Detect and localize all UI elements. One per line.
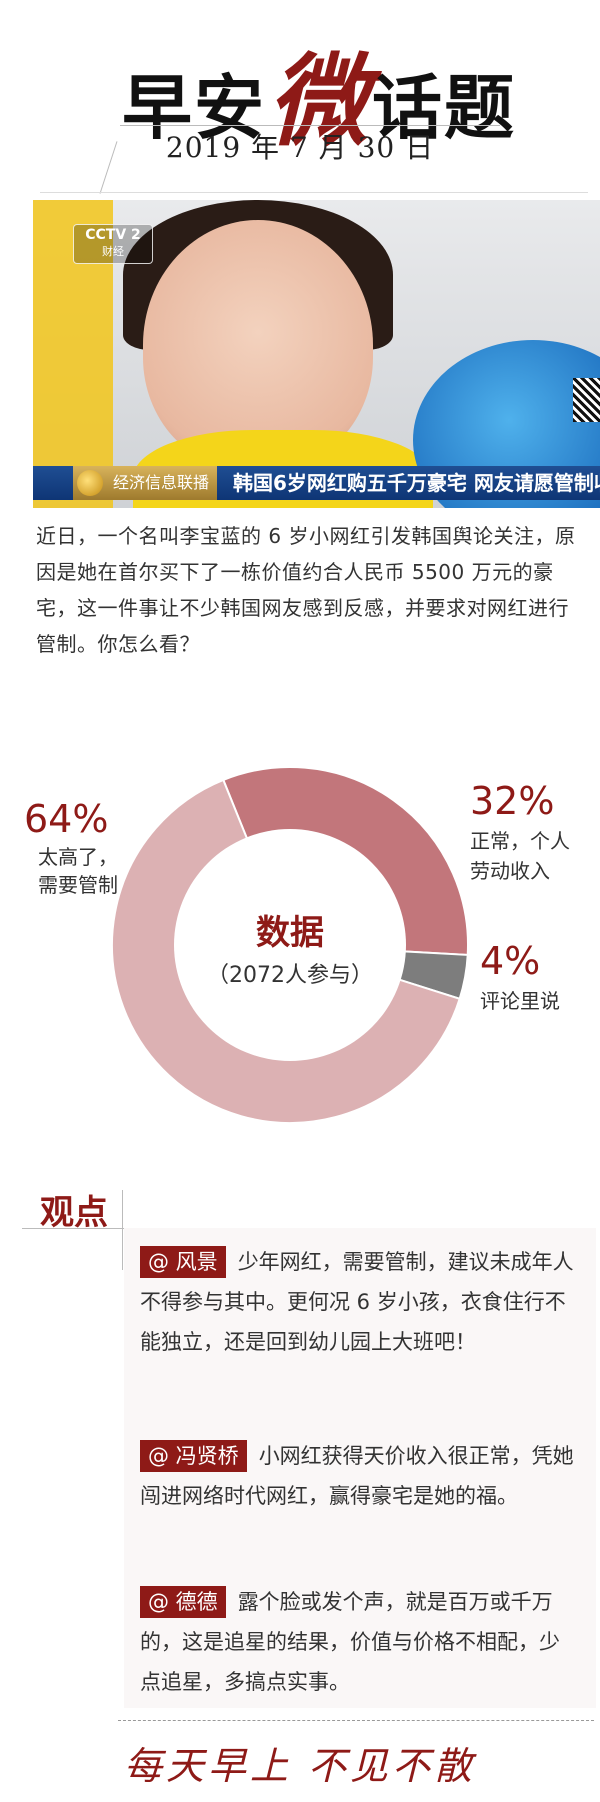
- divider: [22, 1228, 126, 1229]
- cctv-logo-sub: 财经: [102, 245, 124, 258]
- slice-label-32-line1: 正常，个人: [470, 829, 570, 853]
- slice-label-32-line2: 劳动收入: [470, 859, 550, 883]
- date-label: 2019 年 7 月 30 日: [165, 131, 435, 164]
- opinion-item: @ 风景 少年网红，需要管制，建议未成年人不得参与其中。更何况 6 岁小孩，衣食住…: [140, 1242, 580, 1362]
- opinion-author: @ 德德: [140, 1586, 226, 1618]
- title-right: 话题: [372, 66, 516, 149]
- title-left: 早安: [122, 66, 266, 149]
- slice-percent-32: 32%: [470, 779, 554, 823]
- donut-chart: 数据 （2072人参与） 64% 太高了， 需要管制 32% 正常，个人 劳动收…: [24, 766, 570, 1124]
- cctv-logo: CCTV 2 财经: [73, 224, 153, 264]
- caption-text: 韩国6岁网红购五千万豪宅 网友请愿管制收入: [233, 471, 600, 495]
- opinions-panel: @ 风景 少年网红，需要管制，建议未成年人不得参与其中。更何况 6 岁小孩，衣食住…: [124, 1228, 596, 1708]
- slice-label-4: 评论里说: [480, 989, 560, 1013]
- opinion-author: @ 风景: [140, 1246, 226, 1278]
- slice-label-64-line1: 太高了，: [38, 845, 118, 869]
- footer-slogan: 每天早上 不见不散: [123, 1744, 477, 1788]
- caption-tag: 经济信息联播: [73, 466, 218, 500]
- divider: [40, 192, 588, 193]
- page-title: 早安 微 话题: [0, 10, 600, 160]
- qr-code-icon: [573, 378, 600, 422]
- donut-center-subtitle: （2072人参与）: [207, 963, 373, 988]
- opinion-author: @ 冯贤桥: [140, 1440, 247, 1472]
- title-highlight: 微: [268, 42, 368, 160]
- opinion-text: 小网红获得天价收入很正常，凭她闯进网络时代网红，赢得豪宅是她的福。: [140, 1444, 574, 1508]
- caption-bar: 经济信息联播 韩国6岁网红购五千万豪宅 网友请愿管制收入: [33, 466, 600, 500]
- slice-percent-4: 4%: [480, 939, 540, 983]
- divider: [122, 1190, 123, 1270]
- photo-face: [143, 220, 373, 470]
- globe-icon: [77, 470, 103, 496]
- divider: [118, 1720, 594, 1721]
- opinion-item: @ 德德 露个脸或发个声，就是百万或千万的，这是追星的结果，价值与价格不相配，少点…: [140, 1582, 580, 1702]
- cctv-logo-text: CCTV 2: [85, 227, 141, 243]
- slice-label-64-line2: 需要管制: [38, 873, 118, 897]
- opinions-header: 观点: [40, 1193, 108, 1233]
- donut-center-title: 数据: [256, 913, 324, 953]
- intro-paragraph: 近日，一个名叫李宝蓝的 6 岁小网红引发韩国舆论关注，原因是她在首尔买下了一栋价…: [36, 524, 576, 656]
- opinion-item: @ 冯贤桥 小网红获得天价收入很正常，凭她闯进网络时代网红，赢得豪宅是她的福。: [140, 1436, 580, 1516]
- divider: [120, 125, 500, 126]
- donut-hole: [174, 829, 406, 1061]
- caption-tag-text: 经济信息联播: [113, 473, 210, 492]
- opinion-text: 少年网红，需要管制，建议未成年人不得参与其中。更何况 6 岁小孩，衣食住行不能独…: [140, 1250, 574, 1354]
- slice-percent-64: 64%: [24, 797, 108, 841]
- news-photo: CCTV 2 财经 经济信息联播 韩国6岁网红购五千万豪宅 网友请愿管制收入: [33, 200, 600, 508]
- opinion-text: 露个脸或发个声，就是百万或千万的，这是追星的结果，价值与价格不相配，少点追星，多…: [140, 1590, 560, 1694]
